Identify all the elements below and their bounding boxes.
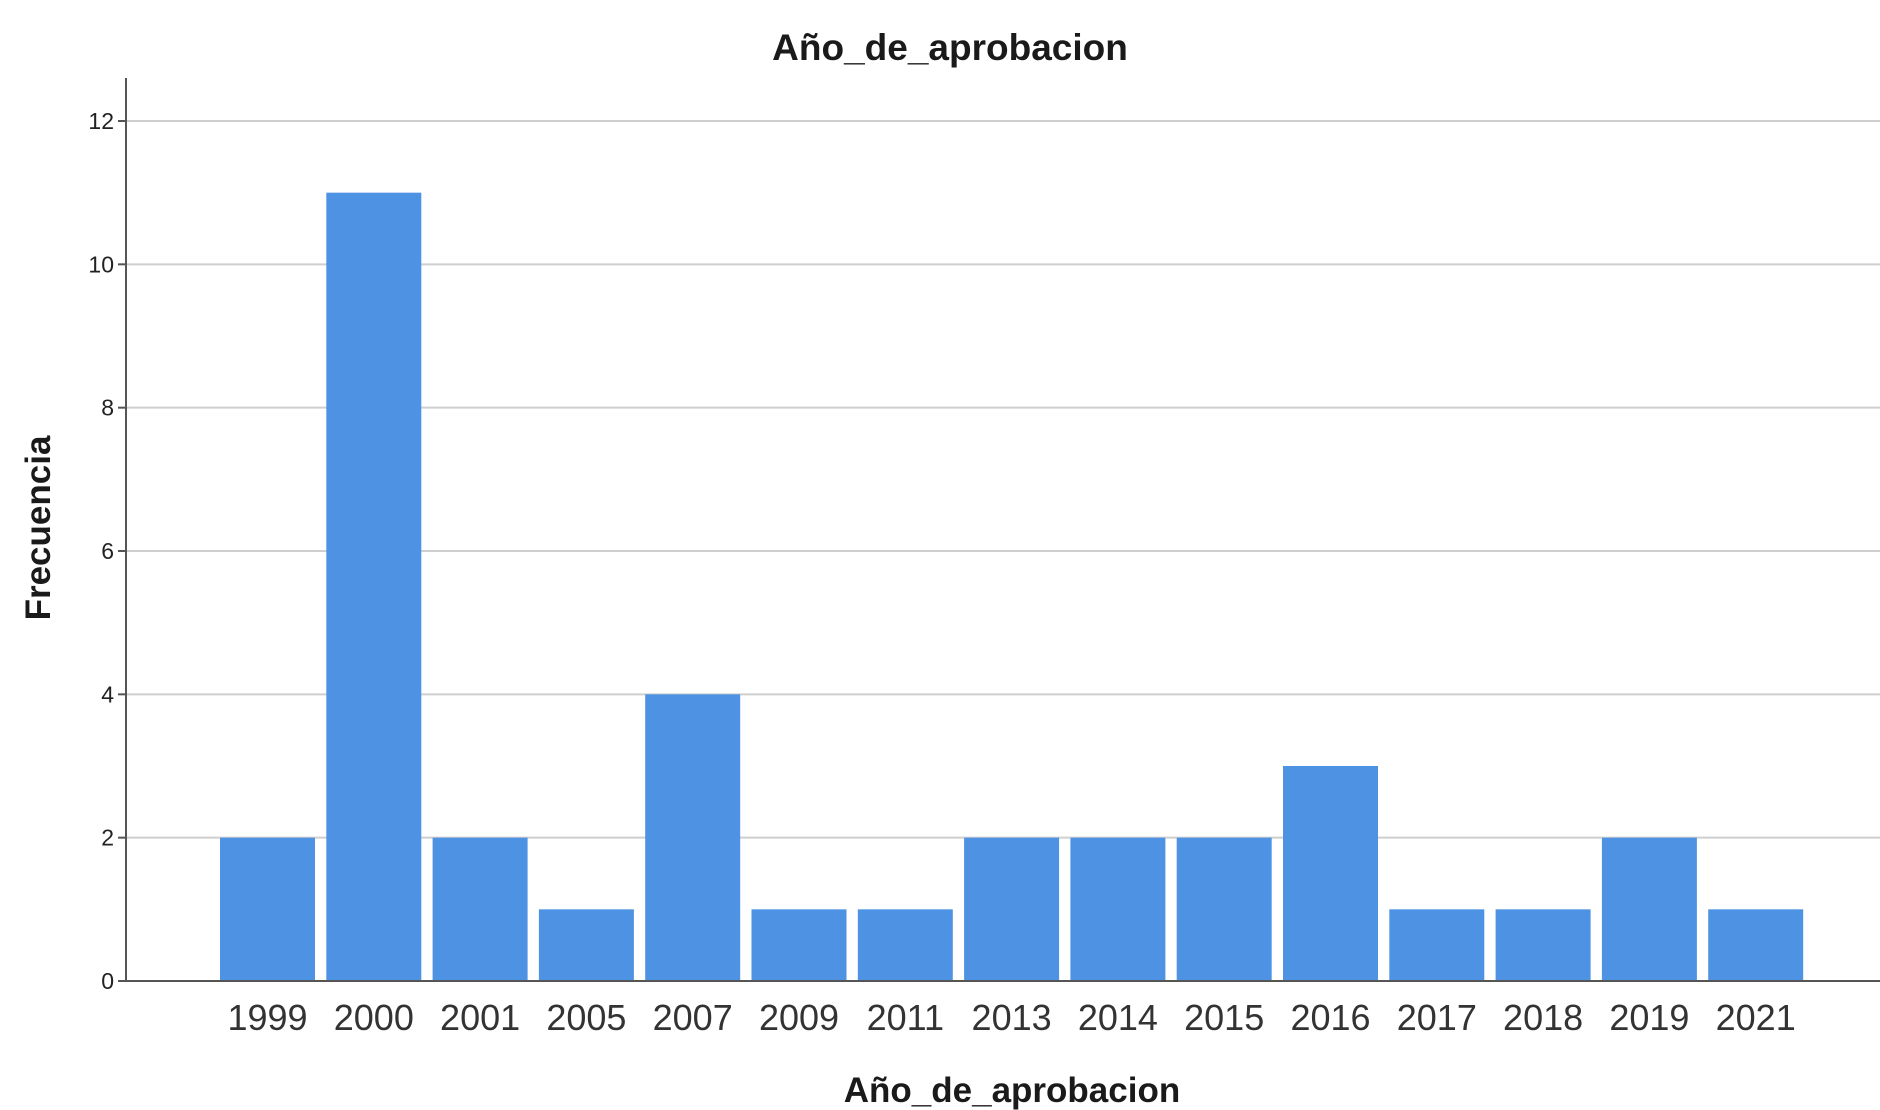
y-tick-label: 8 (101, 395, 114, 421)
x-tick-label: 2018 (1503, 997, 1583, 1038)
bar (1495, 909, 1591, 981)
x-tick-label: 2001 (440, 997, 520, 1038)
x-tick-label: 2019 (1609, 997, 1689, 1038)
bar (538, 909, 634, 981)
y-tick-labels: 0 2 4 6 8 10 12 (88, 108, 114, 994)
x-tick-label: 2005 (546, 997, 626, 1038)
bar (964, 837, 1060, 981)
bar (857, 909, 953, 981)
bar (1070, 837, 1166, 981)
y-tick-label: 10 (88, 251, 114, 277)
x-axis-title: Año_de_aprobacion (844, 1071, 1180, 1110)
bar (220, 837, 315, 981)
y-tick-label: 6 (101, 538, 114, 564)
y-tick-label: 12 (88, 108, 114, 134)
y-tick-label: 0 (101, 968, 114, 994)
bars (220, 192, 1804, 981)
bar (1389, 909, 1485, 981)
bar (645, 694, 741, 981)
bar (432, 837, 528, 981)
y-tick-label: 2 (101, 825, 114, 851)
x-tick-label: 2021 (1716, 997, 1796, 1038)
x-tick-label: 2015 (1184, 997, 1264, 1038)
bar (1176, 837, 1272, 981)
x-tick-label: 2000 (334, 997, 414, 1038)
bar (326, 192, 422, 981)
bar (1283, 766, 1378, 981)
x-tick-label: 2013 (972, 997, 1052, 1038)
bar (1601, 837, 1697, 981)
x-tick-label: 1999 (227, 997, 307, 1038)
x-tick-label: 2011 (867, 997, 944, 1038)
y-tick-label: 4 (101, 681, 114, 707)
bar (1708, 909, 1804, 981)
chart-title: Año_de_aprobacion (772, 27, 1128, 68)
axes (118, 78, 1880, 982)
y-axis-title: Frecuencia (19, 435, 58, 620)
x-tick-label: 2017 (1397, 997, 1477, 1038)
x-tick-label: 2009 (759, 997, 839, 1038)
bar (751, 909, 847, 981)
x-tick-label: 2014 (1078, 997, 1158, 1038)
x-tick-label: 2007 (653, 997, 733, 1038)
x-tick-labels: 1999 2000 2001 2005 2007 2009 2011 2013 2014 2015… (227, 997, 1795, 1038)
x-tick-label: 2016 (1290, 997, 1370, 1038)
